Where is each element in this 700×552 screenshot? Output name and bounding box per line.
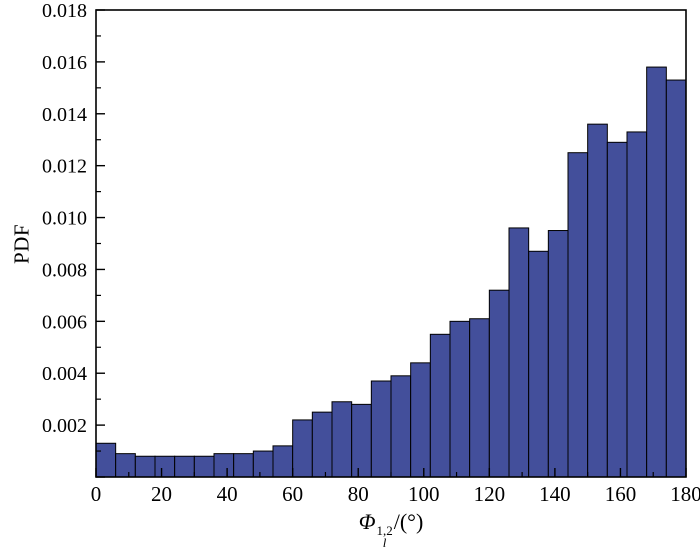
plot-frame <box>95 9 687 478</box>
histogram-bar <box>646 66 667 478</box>
histogram-bar <box>193 455 215 478</box>
x-tick-label: 20 <box>151 482 172 506</box>
y-tick-label: 0.008 <box>42 259 87 281</box>
histogram-bar <box>95 442 117 478</box>
histogram-bar <box>292 419 313 478</box>
x-axis-title: Φ 1,2 l/(°) <box>96 509 686 550</box>
y-tick-label: 0.012 <box>42 156 87 178</box>
histogram-bar <box>606 141 628 478</box>
y-tick-label: 0.016 <box>42 52 87 74</box>
histogram-bar <box>528 250 549 478</box>
histogram-bar <box>547 230 569 478</box>
histogram-bar <box>488 289 510 478</box>
x-tick-label: 120 <box>474 482 506 506</box>
y-tick-label: 0.004 <box>42 363 87 385</box>
x-tick-label: 140 <box>539 482 571 506</box>
y-tick-label: 0.018 <box>42 0 87 22</box>
x-tick-label: 40 <box>217 482 238 506</box>
x-axis-superscript: 1,2 <box>376 522 393 538</box>
histogram-bar <box>567 152 589 478</box>
histogram-bar <box>351 403 372 478</box>
y-tick-label: 0.006 <box>42 311 87 333</box>
histogram-bar <box>665 79 687 478</box>
histogram-bar <box>154 455 176 478</box>
histogram-bar <box>233 453 254 478</box>
histogram-bar <box>587 123 608 478</box>
histogram-bar <box>390 375 412 478</box>
x-axis-subscript: l <box>382 535 387 551</box>
histogram-bar <box>626 131 648 478</box>
x-tick-label: 60 <box>282 482 303 506</box>
histogram-bar <box>134 455 156 478</box>
x-tick-label: 160 <box>605 482 637 506</box>
histogram-bar <box>508 227 530 478</box>
histogram-bar <box>115 453 136 478</box>
x-axis-supsub: 1,2 l <box>376 522 393 551</box>
x-tick-label: 80 <box>348 482 369 506</box>
histogram-bar <box>469 318 490 478</box>
x-tick-label: 180 <box>670 482 700 506</box>
x-tick-label: 100 <box>408 482 440 506</box>
histogram-bar <box>410 362 431 478</box>
histogram-bar <box>449 320 471 478</box>
histogram-bar <box>252 450 274 478</box>
histogram-bar <box>213 453 235 478</box>
histogram-bar <box>370 380 392 478</box>
y-tick-label: 0.014 <box>42 104 87 126</box>
y-tick-label: 0.002 <box>42 415 87 437</box>
histogram-bar <box>311 411 333 478</box>
y-tick-label: 0.010 <box>42 208 87 230</box>
y-axis-title: PDF <box>9 223 34 265</box>
x-axis-symbol: Φ <box>358 509 376 534</box>
histogram-bar <box>429 333 451 478</box>
x-axis-unit: /(°) <box>393 509 424 534</box>
histogram-bar <box>174 455 195 478</box>
x-tick-label: 0 <box>91 482 102 506</box>
histogram-bar <box>272 445 294 478</box>
histogram-bar <box>331 401 353 478</box>
